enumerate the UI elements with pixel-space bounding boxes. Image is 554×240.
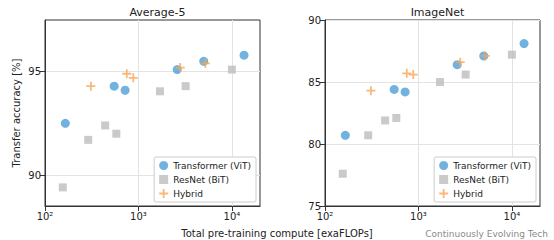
svg-text:10³: 10³ [410, 211, 427, 222]
svg-text:75: 75 [308, 200, 321, 212]
svg-text:90: 90 [28, 170, 41, 181]
svg-text:ImageNet: ImageNet [411, 6, 465, 19]
svg-text:Total pre-training compute [ex: Total pre-training compute [exaFLOPs] [180, 228, 373, 239]
svg-text:Transfer accuracy [%]: Transfer accuracy [%] [11, 58, 22, 168]
svg-text:ResNet (BiT): ResNet (BiT) [173, 175, 229, 185]
svg-text:ResNet (BiT): ResNet (BiT) [453, 175, 509, 185]
svg-text:80: 80 [308, 139, 321, 150]
svg-text:Transformer (ViT): Transformer (ViT) [172, 161, 251, 171]
svg-text:Hybrid: Hybrid [173, 189, 203, 199]
svg-text:10⁴: 10⁴ [504, 211, 521, 222]
svg-text:Average-5: Average-5 [129, 6, 185, 19]
svg-text:10⁴: 10⁴ [224, 211, 241, 222]
svg-text:Continuously Evolving Tech: Continuously Evolving Tech [425, 229, 548, 239]
svg-text:95: 95 [28, 66, 41, 77]
svg-text:10³: 10³ [130, 211, 147, 222]
svg-text:10²: 10² [317, 211, 334, 222]
svg-text:90: 90 [308, 15, 321, 26]
svg-text:10²: 10² [37, 211, 54, 222]
svg-text:85: 85 [308, 77, 321, 88]
svg-text:Transformer (ViT): Transformer (ViT) [452, 161, 531, 171]
svg-text:Hybrid: Hybrid [453, 189, 483, 199]
